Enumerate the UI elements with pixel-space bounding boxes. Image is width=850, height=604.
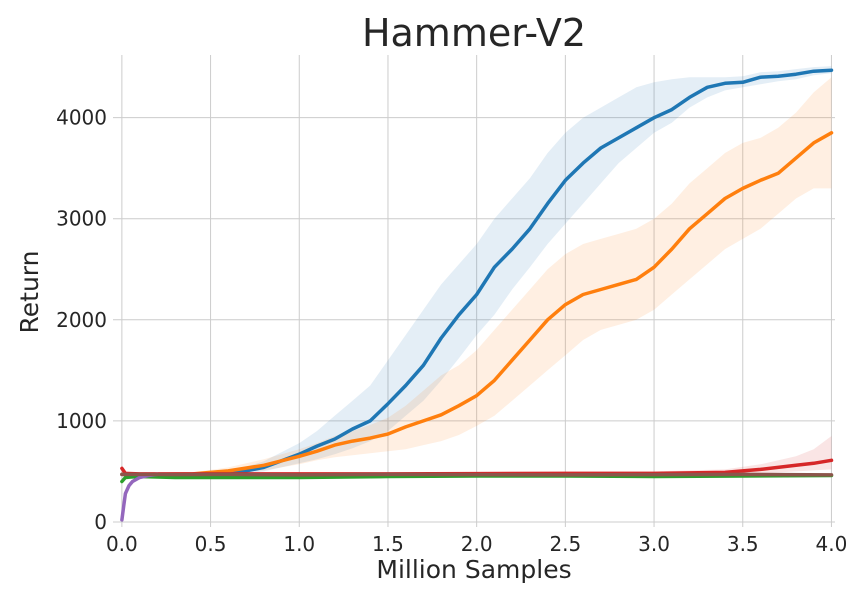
x-tick-label: 2.5 (549, 532, 581, 556)
x-tick-label: 3.5 (727, 532, 759, 556)
x-tick-label: 3.0 (638, 532, 670, 556)
x-tick-label: 2.0 (461, 532, 493, 556)
series-6-line (120, 472, 834, 477)
y-tick-label: 4000 (56, 106, 107, 130)
chart-title: Hammer-V2 (362, 11, 586, 55)
y-axis-label: Return (15, 251, 44, 334)
y-tick-label: 1000 (56, 409, 107, 433)
x-tick-label: 0.5 (195, 532, 227, 556)
x-tick-label: 1.5 (372, 532, 404, 556)
tick-labels: 0.0 0.5 1.0 1.5 2.0 2.5 3.0 3.5 4.0 0 1000 2000 3000… (56, 106, 847, 556)
series-1-band (121, 66, 832, 476)
series-3-line (120, 473, 834, 484)
y-tick-label: 0 (94, 510, 107, 534)
series-4-band (121, 436, 832, 476)
x-tick-label: 0.0 (106, 532, 138, 556)
plot-background (113, 55, 835, 527)
x-tick-label: 4.0 (816, 532, 848, 556)
series-2-line (120, 131, 834, 477)
series-1-line (120, 68, 834, 478)
y-tick-label: 2000 (56, 308, 107, 332)
x-tick-label: 1.0 (283, 532, 315, 556)
series-lines (120, 68, 834, 522)
x-axis-label: Million Samples (376, 555, 571, 584)
y-tick-label: 3000 (56, 207, 107, 231)
